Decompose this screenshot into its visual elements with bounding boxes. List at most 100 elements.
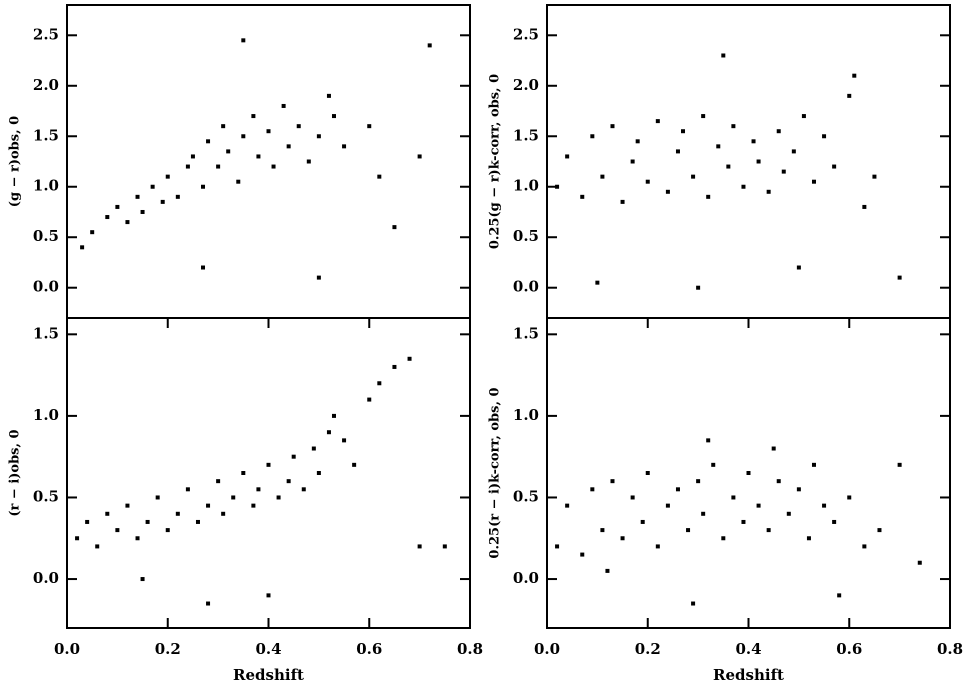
scatter-point — [731, 495, 736, 500]
scatter-point — [786, 511, 791, 516]
y-tick-label: 2.5 — [33, 25, 59, 43]
scatter-point — [342, 438, 347, 443]
scatter-point — [221, 511, 226, 516]
scatter-point — [796, 265, 801, 270]
scatter-point — [175, 194, 180, 199]
scatter-point — [751, 139, 756, 144]
scatter-point — [675, 487, 680, 492]
x-tick-label: 0.4 — [735, 640, 761, 658]
scatter-point — [377, 381, 382, 386]
scatter-point — [316, 275, 321, 280]
scatter-point — [271, 164, 276, 169]
scatter-point — [407, 356, 412, 361]
scatter-point — [741, 519, 746, 524]
scatter-point — [417, 544, 422, 549]
scatter-point — [266, 593, 271, 598]
y-tick-label: 1.0 — [513, 406, 539, 424]
scatter-point — [832, 164, 837, 169]
scatter-point — [256, 154, 261, 159]
scatter-point — [125, 503, 130, 508]
scatter-point — [580, 552, 585, 557]
y-tick-label: 0.5 — [33, 487, 59, 505]
scatter-point — [897, 462, 902, 467]
scatter-point — [726, 164, 731, 169]
y-tick-label: 0.5 — [513, 227, 539, 245]
plot-frame — [546, 4, 951, 319]
scatter-point — [565, 503, 570, 508]
scatter-point — [741, 184, 746, 189]
scatter-point — [600, 174, 605, 179]
scatter-point — [367, 397, 372, 402]
scatter-point — [917, 560, 922, 565]
scatter-point — [216, 479, 221, 484]
scatter-point — [645, 471, 650, 475]
y-axis-label: 0.25(r − i)k-corr, obs, 0 — [488, 387, 503, 558]
x-tick-label: 0.2 — [155, 640, 181, 658]
scatter-point — [721, 53, 726, 58]
scatter-point — [195, 519, 200, 524]
y-tick-label: 1.0 — [33, 177, 59, 195]
scatter-point — [80, 245, 85, 250]
scatter-point — [665, 189, 670, 194]
plot-frame — [66, 317, 471, 629]
scatter-point — [442, 544, 447, 549]
scatter-point — [776, 129, 781, 134]
y-tick-label: 1.0 — [33, 406, 59, 424]
y-axis-label: (g − r)obs, 0 — [8, 116, 23, 207]
y-tick-label: 0.0 — [513, 569, 539, 587]
y-axis-label: 0.25(g − r)k-corr, obs, 0 — [488, 74, 503, 249]
scatter-point — [241, 38, 246, 43]
scatter-point — [135, 536, 140, 541]
y-tick-label: 2.0 — [33, 76, 59, 94]
x-axis-label: Redshift — [713, 666, 784, 684]
scatter-point — [90, 230, 95, 235]
scatter-point — [811, 462, 816, 467]
scatter-point — [392, 225, 397, 230]
scatter-point — [706, 438, 711, 443]
y-tick-label: 1.5 — [513, 324, 539, 342]
scatter-point — [140, 209, 145, 214]
scatter-point — [115, 528, 120, 533]
scatter-point — [731, 124, 736, 129]
scatter-point — [115, 204, 120, 209]
scatter-point — [417, 154, 422, 159]
scatter-point — [241, 134, 246, 139]
scatter-point — [281, 103, 286, 108]
scatter-point — [326, 93, 331, 98]
scatter-point — [590, 134, 595, 139]
scatter-point — [696, 479, 701, 484]
scatter-point — [681, 129, 686, 134]
scatter-point — [756, 503, 761, 508]
scatter-point — [201, 265, 206, 270]
scatter-point — [316, 134, 321, 139]
scatter-point — [630, 159, 635, 164]
x-tick-label: 0.0 — [54, 640, 80, 658]
scatter-point — [291, 454, 296, 459]
scatter-point — [206, 601, 211, 606]
scatter-point — [655, 119, 660, 124]
scatter-point — [326, 430, 331, 435]
x-tick-label: 0.8 — [937, 640, 963, 658]
scatter-point — [862, 544, 867, 549]
y-tick-label: 0.0 — [513, 278, 539, 296]
scatter-point — [95, 544, 100, 549]
scatter-point — [806, 536, 811, 541]
scatter-point — [686, 528, 691, 533]
scatter-point — [796, 487, 801, 492]
scatter-point — [696, 285, 701, 290]
scatter-point — [105, 215, 110, 220]
scatter-point — [766, 528, 771, 533]
scatter-point — [236, 179, 241, 184]
scatter-point — [610, 124, 615, 129]
scatter-point — [590, 487, 595, 492]
scatter-point — [716, 144, 721, 149]
scatter-point — [555, 544, 560, 549]
scatter-point — [847, 495, 852, 500]
scatter-point — [311, 446, 316, 451]
scatter-point — [595, 280, 600, 285]
scatter-point — [756, 159, 761, 164]
scatter-point — [296, 124, 301, 129]
x-tick-label: 0.6 — [836, 640, 862, 658]
scatter-point — [75, 536, 80, 541]
scatter-point — [791, 149, 796, 154]
